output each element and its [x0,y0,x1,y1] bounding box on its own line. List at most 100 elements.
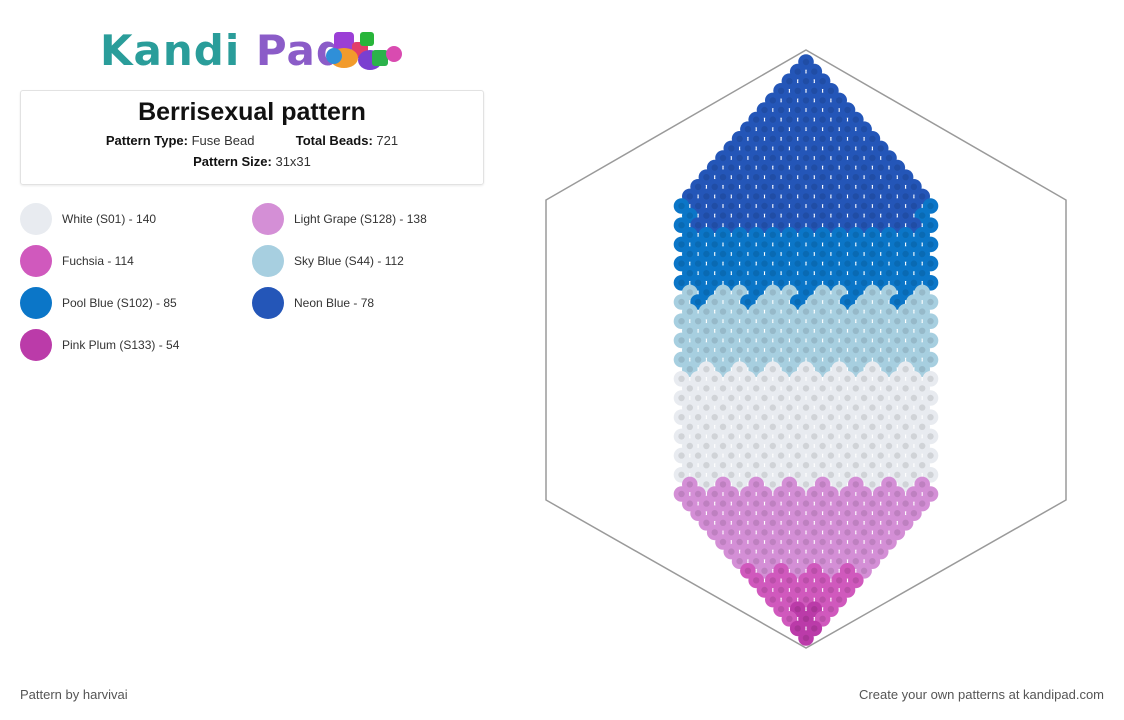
bead-hole [736,442,743,450]
bead-hole [860,529,868,536]
bead-hole [686,442,693,450]
bead-hole [744,222,752,229]
bead-hole [769,462,776,469]
bead-hole [802,366,810,373]
kandipad-promo-link[interactable]: Create your own patterns at kandipad.com [859,687,1104,702]
bead-hole [827,298,835,306]
bead-hole [736,423,743,430]
bead-hole [869,135,876,142]
bead-hole [761,337,768,344]
bead-hole [819,615,826,622]
bead-hole [744,471,752,478]
bead-hole [719,462,727,469]
bead-hole [719,154,727,162]
bead-hole [802,481,810,488]
bead-hole [877,452,884,459]
bead-hole [711,183,718,190]
bead-hole [678,241,685,248]
bead-hole [927,452,934,459]
bead-hole [753,423,760,430]
bead-hole [694,356,702,363]
bead-hole [719,250,727,258]
bead-hole [786,423,793,430]
bead-hole [794,222,801,229]
bead-hole [711,433,718,440]
bead-hole [703,231,710,238]
bead-hole [777,145,785,152]
bead-hole [703,289,710,296]
bead-hole [902,442,909,450]
bead-hole [686,500,693,507]
bead-hole [753,154,760,162]
bead-hole [686,327,693,334]
bead-hole [744,548,752,555]
bead-hole [802,289,810,296]
bead-hole [678,298,685,306]
bead-hole [885,231,893,238]
bead-hole [869,193,876,200]
bead-hole [885,404,893,411]
legend-label: Light Grape (S128) - 138 [294,212,427,226]
bead-hole [694,337,702,344]
bead-hole [786,538,793,546]
bead-hole [836,174,843,181]
bead-hole [786,385,793,392]
bead-hole [678,356,685,363]
bead-hole [877,414,884,421]
bead-hole [902,231,909,238]
bead-hole [927,298,934,306]
bead-hole [719,481,727,488]
bead-hole [910,490,918,498]
bead-hole [686,481,693,488]
bead-hole [885,212,893,219]
bead-hole [744,241,752,248]
logo-text: Kandi Pad [100,26,347,76]
bead-hole [844,394,851,402]
bead-hole [819,250,826,258]
bead-hole [811,145,818,152]
bead-hole [802,135,810,142]
bead-hole [802,97,810,104]
bead-hole [927,279,934,286]
bead-hole [811,625,818,632]
bead-hole [694,433,702,440]
legend-label: Pool Blue (S102) - 85 [62,296,177,310]
bead-hole [877,222,884,229]
kandipad-logo[interactable]: Kandi Pad [100,26,410,76]
bead-hole [827,145,835,152]
bead-hole [728,529,735,536]
legend-item: White (S01) - 140 [20,202,156,236]
bead-hole [827,260,835,267]
bead-hole [719,423,727,430]
color-swatch [20,245,52,277]
bead-hole [769,116,776,123]
bead-hole [794,529,801,536]
bead-hole [927,318,934,325]
bead-hole [744,318,752,325]
bead-hole [728,222,735,229]
bead-hole [860,222,868,229]
bead-hole [902,289,909,296]
bead-hole [794,106,801,114]
bead-hole [869,154,876,162]
bead-hole [902,250,909,258]
bead-hole [678,279,685,286]
bead-hole [902,174,909,181]
bead-hole [794,241,801,248]
bead-hole [827,356,835,363]
bead-hole [860,145,868,152]
bead-hole [761,241,768,248]
bead-hole [844,356,851,363]
bead-hole [678,222,685,229]
bead-hole [827,87,835,94]
bead-hole [927,356,934,363]
bead-hole [852,308,859,315]
bead-hole [777,202,785,210]
bead-hole [736,462,743,469]
bead-hole [711,164,718,171]
bead-hole [786,270,793,277]
bead-hole [894,414,901,421]
bead-hole [811,490,818,498]
bead-hole [711,414,718,421]
total-beads-label: Total Beads: [295,133,373,148]
